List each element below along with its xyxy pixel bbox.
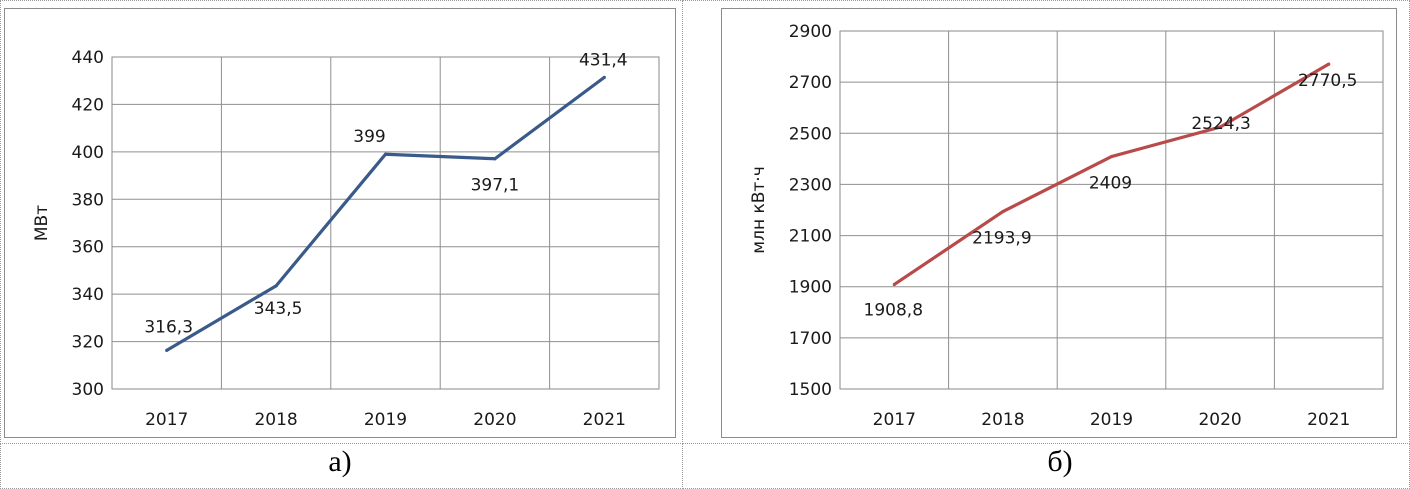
y-axis-label: МВт — [32, 205, 52, 241]
data-label: 2409 — [1089, 174, 1132, 194]
x-tick-label: 2018 — [981, 410, 1024, 430]
series-line — [165, 76, 606, 352]
data-label: 2770,5 — [1298, 71, 1357, 91]
data-point — [1001, 209, 1005, 214]
x-tick-label: 2020 — [473, 410, 516, 430]
data-label: 397,1 — [471, 176, 520, 196]
plot-area — [111, 56, 660, 390]
y-axis-label: млн кВт·ч — [749, 166, 769, 254]
data-point — [892, 282, 896, 287]
y-tick-label: 340 — [72, 285, 104, 305]
data-point — [1327, 62, 1331, 66]
data-label: 316,3 — [144, 317, 193, 337]
y-tick-label: 1500 — [789, 380, 832, 400]
y-tick-label: 2500 — [789, 124, 832, 144]
x-tick-label: 2021 — [583, 410, 626, 430]
y-tick-label: 2700 — [789, 73, 832, 93]
data-point — [165, 348, 169, 352]
data-point — [1218, 125, 1222, 129]
data-label: 2193,9 — [972, 229, 1031, 249]
y-tick-label: 2300 — [789, 175, 832, 195]
x-tick-label: 2017 — [873, 410, 916, 430]
chart-frame-left: 300 320 340 360 380 400 420 440 2017 2018 2019 2020… — [4, 8, 676, 438]
y-tick-label: 380 — [72, 190, 104, 210]
caption-right: б) — [1047, 445, 1073, 478]
chart-right-energy: 1500 1700 1900 2100 2300 2500 2700 2900 2017 2018… — [749, 22, 1384, 430]
chart-left-mw: 300 320 340 360 380 400 420 440 2017 2018 2019 2020… — [32, 48, 660, 430]
y-tick-label: 400 — [72, 143, 104, 163]
data-label: 431,4 — [579, 50, 628, 70]
x-tick-label: 2018 — [254, 410, 297, 430]
data-point — [274, 284, 278, 288]
data-label: 2524,3 — [1191, 114, 1250, 134]
y-tick-label: 320 — [72, 333, 104, 353]
data-point — [602, 75, 606, 79]
y-tick-label: 1900 — [789, 278, 832, 298]
y-tick-label: 420 — [72, 95, 104, 115]
data-label: 343,5 — [254, 299, 303, 319]
x-tick-label: 2019 — [1090, 410, 1133, 430]
data-point — [1109, 154, 1114, 159]
x-tick-label: 2019 — [364, 410, 407, 430]
plot-area — [839, 30, 1384, 390]
y-tick-label: 300 — [72, 380, 104, 400]
chart-frame-right: 1500 1700 1900 2100 2300 2500 2700 2900 2017 2018… — [721, 8, 1397, 438]
y-tick-label: 1700 — [789, 329, 832, 349]
data-label: 1908,8 — [864, 300, 923, 320]
caption-left: а) — [328, 445, 352, 478]
x-tick-label: 2017 — [145, 410, 188, 430]
x-tick-label: 2021 — [1307, 410, 1350, 430]
data-point — [383, 152, 388, 156]
y-tick-label: 360 — [72, 238, 104, 258]
y-tick-label: 2900 — [789, 22, 832, 42]
y-tick-label: 440 — [72, 48, 104, 68]
data-label: 399 — [353, 127, 385, 147]
y-tick-label: 2100 — [789, 227, 832, 247]
data-point — [493, 157, 497, 161]
x-tick-label: 2020 — [1198, 410, 1241, 430]
